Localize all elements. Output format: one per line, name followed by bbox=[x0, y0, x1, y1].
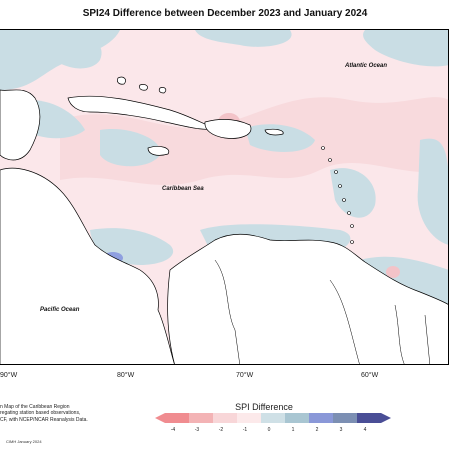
wet-patch bbox=[40, 36, 102, 69]
map-description: n Map of the Caribbean Region regating s… bbox=[0, 404, 110, 423]
description-line: regating station based observations, bbox=[0, 410, 81, 417]
map-title: SPI24 Difference between December 2023 a… bbox=[82, 8, 368, 19]
legend-tick: -3 bbox=[194, 427, 200, 433]
dry-anomaly-spot bbox=[386, 266, 400, 278]
legend-swatch bbox=[333, 413, 357, 423]
longitude-tick: 90°W bbox=[0, 372, 18, 379]
wet-patch bbox=[245, 124, 315, 152]
legend-swatch bbox=[357, 413, 381, 423]
legend-swatch bbox=[261, 413, 285, 423]
credit-text: CIMH January 2024 bbox=[6, 439, 42, 444]
caribbean-sea-label: Caribbean Sea bbox=[162, 186, 204, 192]
caribbean-map bbox=[0, 30, 448, 364]
legend-tick: 3 bbox=[339, 427, 343, 433]
atlantic-ocean-label: Atlantic Ocean bbox=[345, 63, 388, 69]
legend-tick: 1 bbox=[291, 427, 295, 433]
legend-arrow-left bbox=[155, 413, 165, 423]
wet-patch bbox=[195, 30, 292, 47]
longitude-tick: 70°W bbox=[236, 372, 254, 379]
map-area bbox=[0, 29, 449, 365]
longitude-tick: 60°W bbox=[361, 372, 379, 379]
lesser-antilles bbox=[321, 146, 354, 244]
description-line: n Map of the Caribbean Region bbox=[0, 404, 70, 410]
wet-patch bbox=[417, 138, 448, 245]
legend-swatch bbox=[165, 413, 189, 423]
country-borders bbox=[214, 259, 431, 364]
legend-colorbar bbox=[155, 413, 391, 423]
legend-swatch bbox=[213, 413, 237, 423]
wet-patch bbox=[363, 30, 448, 67]
wet-patch bbox=[100, 129, 161, 167]
legend-tick: -1 bbox=[242, 427, 248, 433]
legend-tick: 0 bbox=[267, 427, 271, 433]
legend-swatch bbox=[309, 413, 333, 423]
description-line: CF, with NCEP/NCAR Reanalysis Data. bbox=[0, 416, 88, 423]
legend-tick: 2 bbox=[315, 427, 319, 433]
legend-tick: -4 bbox=[170, 427, 176, 433]
legend-swatch bbox=[285, 413, 309, 423]
pacific-ocean-label: Pacific Ocean bbox=[40, 307, 80, 313]
legend-tick: 4 bbox=[363, 427, 367, 433]
legend-arrow-right bbox=[381, 413, 391, 423]
legend-tick: -2 bbox=[218, 427, 224, 433]
land-masses bbox=[0, 76, 448, 364]
legend-title: SPI Difference bbox=[235, 402, 293, 412]
wet-patch bbox=[330, 168, 376, 218]
longitude-tick: 80°W bbox=[117, 372, 135, 379]
legend-swatch bbox=[189, 413, 213, 423]
legend-swatch bbox=[237, 413, 261, 423]
